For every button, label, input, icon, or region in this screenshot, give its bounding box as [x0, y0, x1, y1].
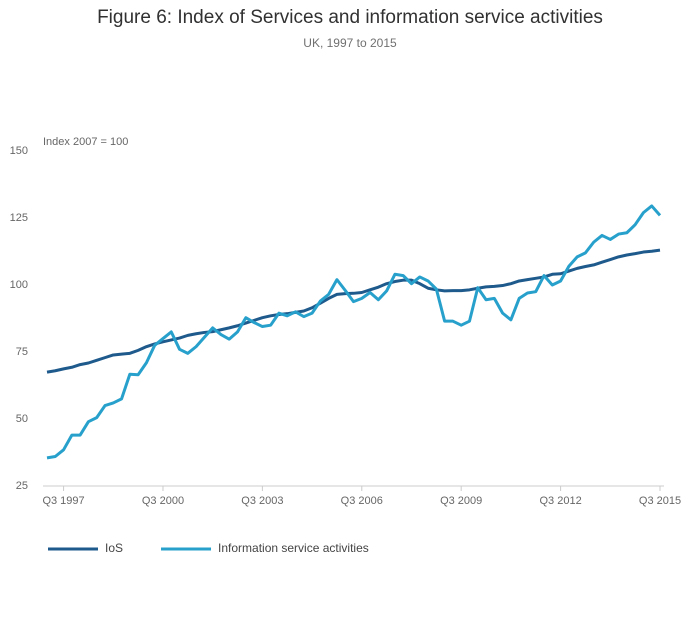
- y-tick-label: 75: [16, 346, 28, 358]
- x-tick-label: Q3 2012: [539, 495, 581, 507]
- y-axis-label: Index 2007 = 100: [43, 136, 128, 148]
- x-tick-label: Q3 2006: [341, 495, 383, 507]
- x-tick-label: Q3 2003: [241, 495, 283, 507]
- y-tick-label: 125: [10, 212, 28, 224]
- y-tick-label: 50: [16, 413, 28, 425]
- y-tick-label: 150: [10, 145, 28, 157]
- x-tick-label: Q3 2009: [440, 495, 482, 507]
- x-tick-label: Q3 2000: [142, 495, 184, 507]
- legend-label: Information service activities: [218, 541, 369, 555]
- y-tick-label: 25: [16, 480, 28, 492]
- chart-subtitle: UK, 1997 to 2015: [303, 36, 397, 50]
- chart-title: Figure 6: Index of Services and informat…: [97, 7, 603, 28]
- series-line: [46, 248, 661, 374]
- x-tick-label: Q3 1997: [42, 495, 84, 507]
- x-tick-label: Q3 2015: [639, 495, 681, 507]
- series-line: [46, 204, 662, 460]
- y-tick-label: 100: [10, 279, 28, 291]
- legend-label: IoS: [105, 541, 123, 555]
